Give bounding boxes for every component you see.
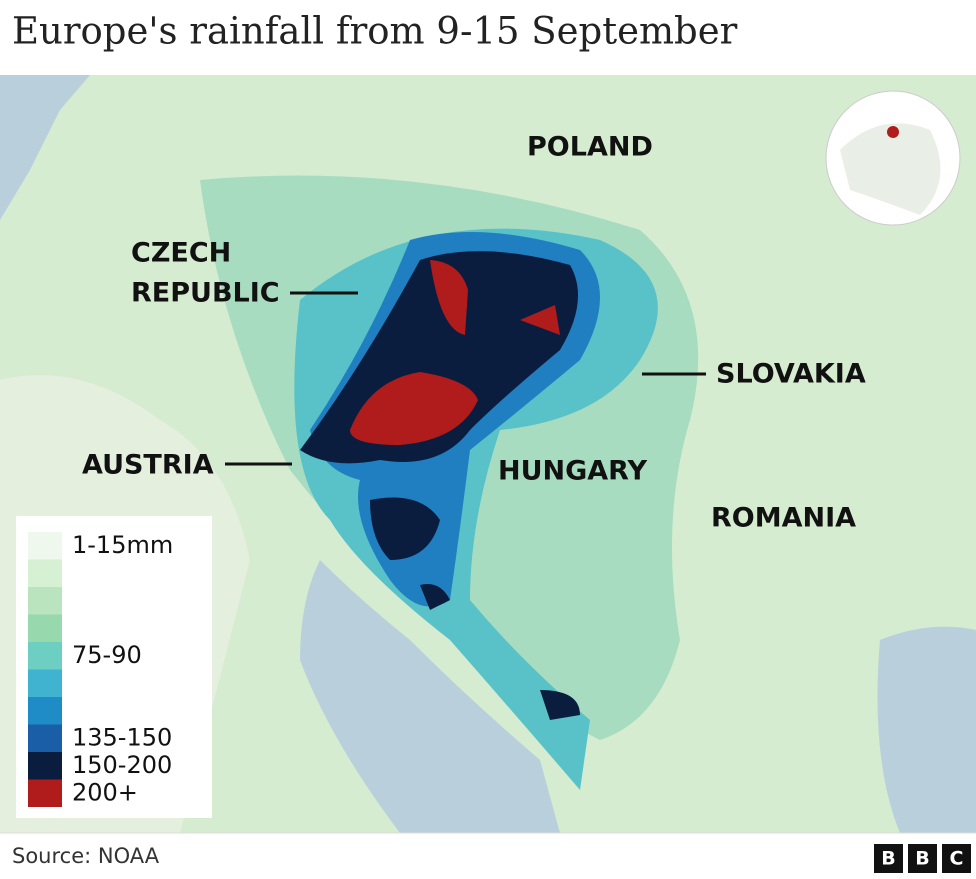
- legend-swatch: [28, 697, 62, 725]
- legend-swatch: [28, 779, 62, 807]
- country-labels: POLAND CZECH REPUBLIC SLOVAKIA AUSTRIA H…: [82, 132, 866, 534]
- legend-swatch: [28, 724, 62, 752]
- country-label: REPUBLIC: [131, 278, 280, 309]
- legend-label: 150-200: [72, 751, 172, 779]
- globe-land: [840, 123, 941, 215]
- country-label: HUNGARY: [498, 456, 647, 487]
- legend-label: 135-150: [72, 723, 172, 751]
- country-label: CZECH: [131, 238, 231, 269]
- legend-swatch: [28, 614, 62, 642]
- logo-box: [908, 844, 937, 873]
- rain-extreme: [350, 260, 560, 445]
- logo-letter: B: [915, 848, 929, 870]
- country-label: ROMANIA: [711, 503, 856, 534]
- country-label: AUSTRIA: [82, 450, 214, 481]
- legend-swatch: [28, 642, 62, 670]
- source: Source: NOAA: [12, 844, 160, 868]
- legend-swatch: [28, 587, 62, 615]
- legend-label: 1-15mm: [72, 531, 173, 559]
- logo-box: [942, 844, 971, 873]
- logo-letter: B: [881, 848, 895, 870]
- legend-swatch: [28, 752, 62, 780]
- sea: [0, 75, 90, 220]
- map: [0, 75, 976, 833]
- legend-swatch: [28, 532, 62, 560]
- country-label: SLOVAKIA: [716, 359, 866, 390]
- legend-swatch: [28, 669, 62, 697]
- footer: [0, 833, 976, 879]
- black-sea: [877, 626, 976, 833]
- legend-label: 200+: [72, 778, 138, 806]
- adriatic: [300, 560, 560, 833]
- legend-swatch: [28, 559, 62, 587]
- logo-letter: C: [950, 848, 964, 870]
- title: Europe's rainfall from 9-15 September: [12, 10, 738, 53]
- country-label: POLAND: [527, 132, 653, 163]
- logo-box: [874, 844, 903, 873]
- legend-label: 75-90: [72, 641, 142, 669]
- globe-marker: [887, 126, 899, 138]
- rain-very-heavy-south: [370, 497, 580, 720]
